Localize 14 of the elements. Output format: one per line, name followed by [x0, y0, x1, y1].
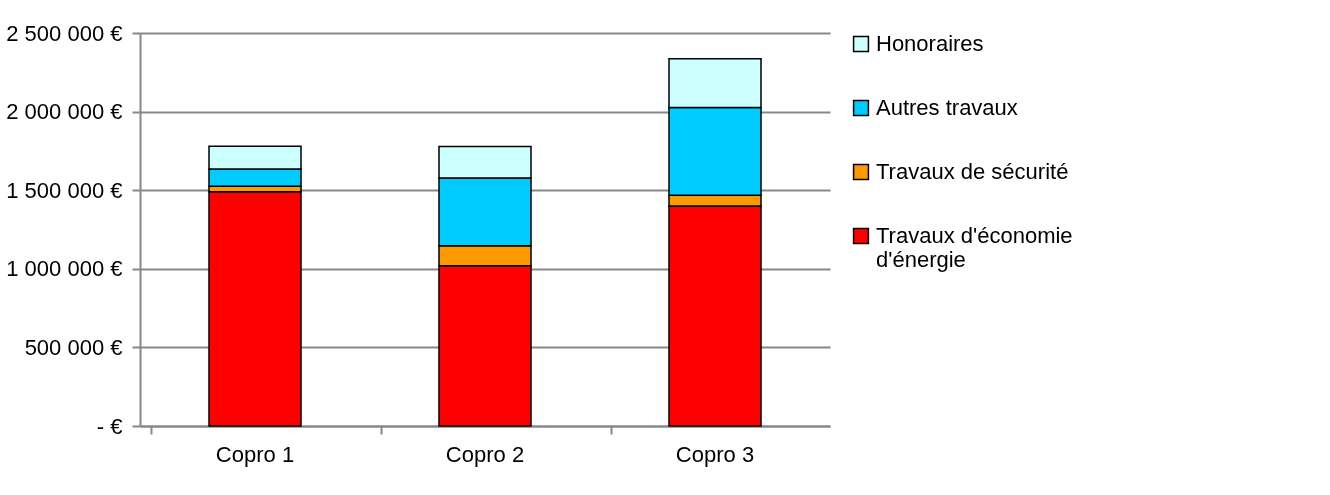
- x-tick-label: Copro 2: [445, 441, 525, 467]
- y-tick-label: 2 000 000 €: [6, 99, 123, 125]
- y-tick-label: 1 500 000 €: [6, 177, 123, 203]
- x-tick-label: Copro 1: [215, 441, 295, 467]
- legend-label: Travaux d'économie d'énergie: [876, 223, 1073, 272]
- legend-label: Travaux de sécurité: [876, 159, 1069, 184]
- y-tick-label: 500 000 €: [24, 334, 123, 360]
- legend-label: Honoraires: [876, 31, 984, 56]
- y-tick-label: - €: [96, 413, 123, 439]
- x-tick-label: Copro 3: [675, 441, 755, 467]
- bar: [208, 191, 302, 427]
- y-tick-label: 2 500 000 €: [6, 20, 123, 46]
- y-tick-label: 1 000 000 €: [6, 256, 123, 282]
- legend-label: Autres travaux: [876, 95, 1018, 120]
